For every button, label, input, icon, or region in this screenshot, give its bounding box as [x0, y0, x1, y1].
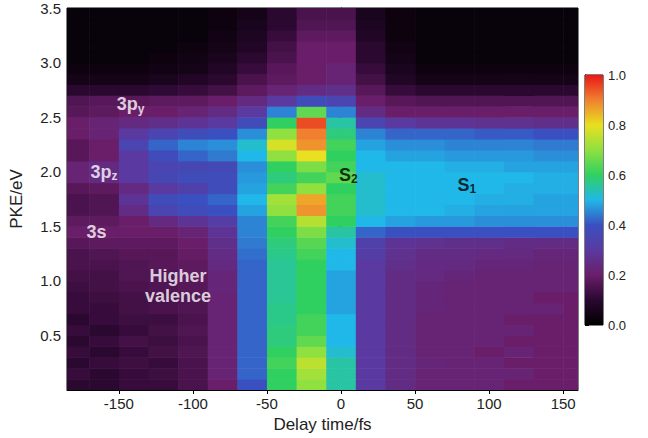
svg-text:1.5: 1.5: [40, 218, 61, 235]
svg-text:0.5: 0.5: [40, 327, 61, 344]
svg-text:0.2: 0.2: [608, 268, 626, 283]
svg-text:z: z: [112, 169, 118, 183]
svg-text:3.0: 3.0: [40, 54, 61, 71]
svg-text:Delay time/fs: Delay time/fs: [273, 415, 371, 434]
svg-text:1.0: 1.0: [608, 68, 626, 83]
svg-text:PKE/eV: PKE/eV: [7, 169, 26, 229]
svg-text:2.0: 2.0: [40, 163, 61, 180]
svg-text:1.0: 1.0: [40, 272, 61, 289]
svg-text:2: 2: [351, 172, 358, 186]
svg-text:-50: -50: [256, 395, 278, 412]
svg-text:3s: 3s: [87, 222, 107, 242]
svg-text:0.0: 0.0: [608, 318, 626, 333]
svg-text:3.5: 3.5: [40, 0, 61, 17]
svg-text:-100: -100: [178, 395, 208, 412]
svg-text:0.6: 0.6: [608, 168, 626, 183]
svg-text:S: S: [458, 175, 470, 195]
svg-text:0.8: 0.8: [608, 118, 626, 133]
svg-text:150: 150: [551, 395, 576, 412]
svg-text:0: 0: [337, 395, 345, 412]
svg-text:1: 1: [470, 182, 477, 196]
svg-text:100: 100: [477, 395, 502, 412]
svg-text:Higher: Higher: [150, 266, 207, 286]
svg-text:3p: 3p: [117, 94, 138, 114]
svg-text:S: S: [339, 165, 351, 185]
svg-text:-150: -150: [104, 395, 134, 412]
svg-text:3p: 3p: [91, 162, 112, 182]
svg-text:50: 50: [407, 395, 424, 412]
svg-text:y: y: [138, 102, 145, 116]
svg-text:2.5: 2.5: [40, 109, 61, 126]
svg-text:0.4: 0.4: [608, 218, 626, 233]
svg-text:valence: valence: [145, 286, 211, 306]
